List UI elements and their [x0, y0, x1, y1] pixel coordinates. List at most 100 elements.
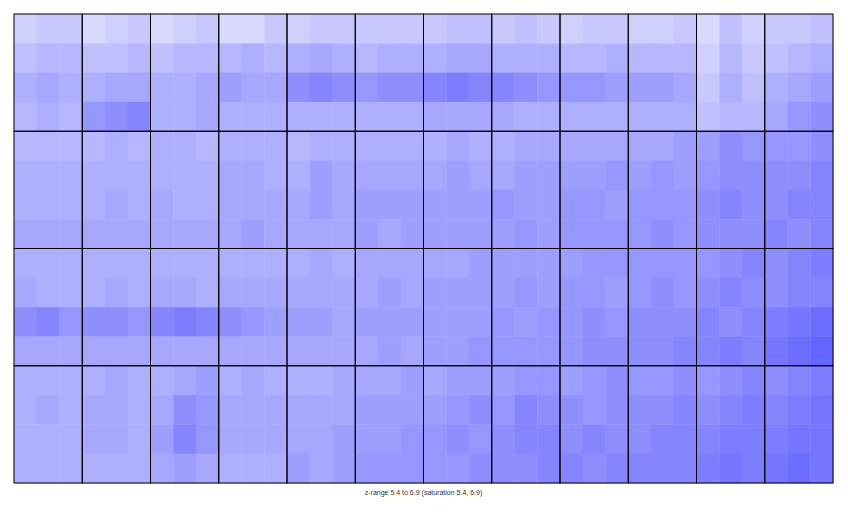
- heat-cell: [424, 219, 447, 249]
- panel-frame: [492, 366, 560, 483]
- heat-cell: [765, 454, 788, 484]
- heat-cell: [469, 102, 492, 132]
- heat-cell: [606, 102, 629, 132]
- heat-cell: [742, 336, 765, 366]
- heat-cell: [60, 43, 83, 73]
- heat-cell: [219, 424, 242, 454]
- heat-cell: [173, 102, 196, 132]
- heat-cell: [719, 73, 742, 103]
- heat-cell: [606, 454, 629, 484]
- panel-frame: [219, 14, 287, 131]
- heat-cell: [560, 366, 583, 396]
- heat-cell: [173, 424, 196, 454]
- heat-cell: [242, 14, 265, 44]
- heat-cell: [810, 43, 833, 73]
- heat-cell: [82, 336, 105, 366]
- heat-cell: [219, 249, 242, 279]
- heat-cell: [37, 249, 60, 279]
- heat-cell: [14, 219, 37, 249]
- heat-cell: [446, 395, 469, 425]
- heat-cell: [537, 278, 560, 308]
- heat-cell: [651, 131, 674, 161]
- heat-cell: [14, 454, 37, 484]
- heat-cell: [537, 454, 560, 484]
- heat-cell: [583, 454, 606, 484]
- heat-cell: [355, 366, 378, 396]
- heat-cell: [14, 424, 37, 454]
- heat-cell: [196, 307, 219, 337]
- heat-cell: [515, 73, 538, 103]
- heat-cell: [60, 454, 83, 484]
- heat-cell: [469, 219, 492, 249]
- heat-cell: [628, 219, 651, 249]
- panel-frame: [765, 249, 833, 366]
- heat-cell: [560, 307, 583, 337]
- heat-cell: [515, 307, 538, 337]
- heat-cell: [355, 307, 378, 337]
- heat-cell: [333, 454, 356, 484]
- heat-cell: [173, 190, 196, 220]
- heat-cell: [196, 395, 219, 425]
- heat-cell: [651, 278, 674, 308]
- heat-cell: [287, 278, 310, 308]
- heat-cell: [583, 278, 606, 308]
- heat-cell: [719, 190, 742, 220]
- heat-cell: [37, 424, 60, 454]
- heat-cell: [105, 424, 128, 454]
- panel-frames: [14, 14, 833, 483]
- heat-cell: [560, 219, 583, 249]
- heat-cell: [401, 336, 424, 366]
- heat-cell: [628, 424, 651, 454]
- heat-cell: [333, 307, 356, 337]
- heat-cell: [173, 43, 196, 73]
- heat-cell: [446, 102, 469, 132]
- heat-cell: [37, 366, 60, 396]
- panel-frame: [287, 366, 355, 483]
- heat-cell: [742, 190, 765, 220]
- heat-cell: [697, 424, 720, 454]
- heat-cell: [606, 14, 629, 44]
- heat-cell: [60, 336, 83, 366]
- heat-cell: [810, 454, 833, 484]
- heat-cell: [37, 454, 60, 484]
- heat-cell: [765, 131, 788, 161]
- heat-cell: [60, 278, 83, 308]
- heat-cell: [173, 336, 196, 366]
- heat-cell: [60, 395, 83, 425]
- heat-cell: [469, 336, 492, 366]
- heat-cell: [492, 43, 515, 73]
- heat-cell: [105, 249, 128, 279]
- heat-cell: [401, 249, 424, 279]
- panel-frame: [697, 131, 765, 248]
- panel-frame: [628, 366, 696, 483]
- heat-cell: [515, 43, 538, 73]
- heat-cell: [196, 249, 219, 279]
- heat-cell: [287, 161, 310, 191]
- heat-cell: [378, 307, 401, 337]
- heat-cell: [446, 249, 469, 279]
- heat-cell: [515, 102, 538, 132]
- heat-cell: [742, 307, 765, 337]
- heat-cell: [628, 454, 651, 484]
- heat-cell: [60, 73, 83, 103]
- heat-cell: [469, 14, 492, 44]
- panel-frame: [219, 131, 287, 248]
- heat-cell: [151, 219, 174, 249]
- heat-cell: [196, 161, 219, 191]
- heat-cell: [82, 366, 105, 396]
- heat-cell: [242, 43, 265, 73]
- heat-cell: [196, 424, 219, 454]
- heat-cell: [697, 366, 720, 396]
- heat-cell: [583, 161, 606, 191]
- heat-cell: [173, 454, 196, 484]
- heat-cell: [515, 336, 538, 366]
- heat-cell: [697, 131, 720, 161]
- heat-cell: [469, 43, 492, 73]
- heat-cell: [628, 278, 651, 308]
- heat-cell: [401, 219, 424, 249]
- heat-cell: [355, 424, 378, 454]
- heat-cell: [697, 102, 720, 132]
- heat-cell: [242, 249, 265, 279]
- heat-cell: [37, 73, 60, 103]
- heat-cell: [401, 43, 424, 73]
